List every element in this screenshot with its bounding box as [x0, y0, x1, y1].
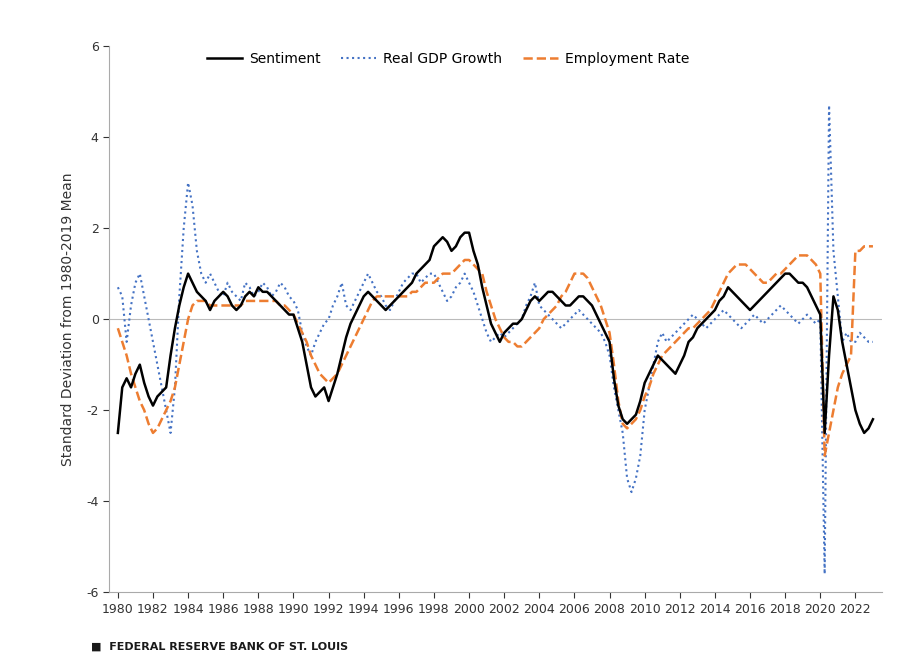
Employment Rate: [859, 242, 870, 250]
Sentiment: [389, 297, 400, 305]
Employment Rate: [784, 261, 795, 268]
Sentiment: [692, 324, 703, 332]
Sentiment: [788, 274, 799, 282]
Sentiment: [665, 365, 676, 373]
Real GDP Growth: [113, 284, 124, 291]
Line: Sentiment: Sentiment: [118, 233, 873, 433]
Real GDP Growth: [389, 297, 400, 305]
Employment Rate: [867, 242, 878, 250]
Employment Rate: [389, 292, 400, 300]
Sentiment: [459, 229, 470, 237]
Real GDP Growth: [819, 570, 830, 578]
Sentiment: [867, 415, 878, 423]
Real GDP Growth: [824, 101, 834, 109]
Real GDP Growth: [867, 338, 878, 346]
Employment Rate: [661, 347, 672, 355]
Real GDP Growth: [661, 338, 672, 346]
Real GDP Growth: [784, 311, 795, 318]
Sentiment: [113, 429, 124, 437]
Text: ■  FEDERAL RESERVE BANK OF ST. LOUIS: ■ FEDERAL RESERVE BANK OF ST. LOUIS: [91, 642, 348, 651]
Employment Rate: [113, 324, 124, 332]
Line: Real GDP Growth: Real GDP Growth: [118, 105, 873, 574]
Employment Rate: [525, 334, 536, 342]
Real GDP Growth: [525, 292, 536, 300]
Employment Rate: [819, 452, 830, 460]
Y-axis label: Standard Deviation from 1980-2019 Mean: Standard Deviation from 1980-2019 Mean: [61, 172, 75, 466]
Real GDP Growth: [477, 315, 488, 323]
Employment Rate: [477, 270, 488, 278]
Sentiment: [481, 301, 492, 309]
Line: Employment Rate: Employment Rate: [118, 246, 873, 456]
Legend: Sentiment, Real GDP Growth, Employment Rate: Sentiment, Real GDP Growth, Employment R…: [202, 46, 694, 71]
Sentiment: [529, 292, 540, 300]
Real GDP Growth: [687, 311, 698, 318]
Employment Rate: [687, 324, 698, 332]
